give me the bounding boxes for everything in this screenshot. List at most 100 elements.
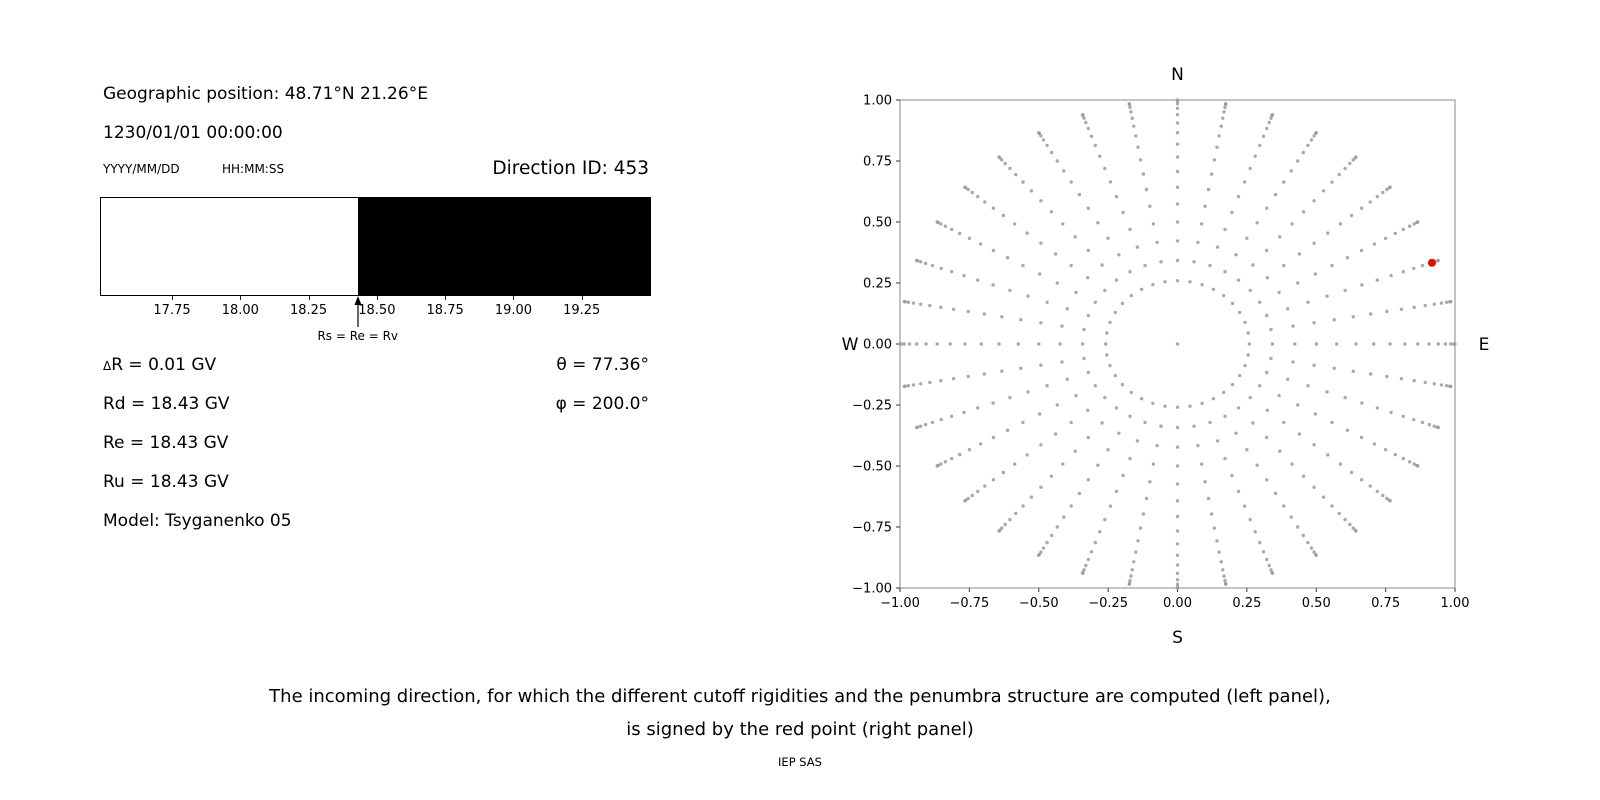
direction-dot [915, 425, 919, 430]
direction-dot [943, 224, 948, 228]
direction-dot [915, 258, 919, 263]
direction-dot [1003, 161, 1007, 166]
penumbra-chart: 17.75 18.00 18.25 18.50 18.75 19.00 19.25 Rs =… [100, 197, 651, 367]
direction-dot [1008, 288, 1012, 293]
direction-dot [1114, 406, 1119, 410]
penumbra-region-forbidden [357, 198, 650, 295]
y-tick-label: 1.00 [863, 94, 892, 109]
direction-dot [1277, 290, 1281, 295]
direction-dot [1372, 342, 1376, 346]
direction-dot [958, 452, 962, 457]
direction-dot [1432, 382, 1436, 386]
direction-dot [1139, 397, 1144, 401]
direction-dot [1312, 134, 1316, 138]
direction-dot [1108, 320, 1112, 325]
direction-dot [1135, 245, 1140, 249]
direction-dot [1443, 342, 1448, 346]
direction-dot [1253, 530, 1257, 534]
direction-dot [1069, 180, 1073, 184]
direction-dot [1037, 131, 1041, 135]
caption-line-2: is signed by the red point (right panel) [626, 719, 974, 740]
direction-dot [1416, 342, 1420, 346]
direction-dot [1219, 560, 1223, 564]
direction-dot [1242, 504, 1247, 508]
direction-dot [1108, 180, 1113, 184]
direction-dot [1270, 342, 1275, 346]
direction-dot [902, 384, 906, 389]
direction-dot [1444, 300, 1449, 304]
caption-line-1: The incoming direction, for which the di… [269, 686, 1331, 707]
direction-dot [1222, 110, 1226, 114]
direction-dot [1029, 189, 1034, 193]
direction-dot [1312, 550, 1316, 554]
phi-value: φ = 200.0° [555, 394, 649, 414]
direction-dot [1039, 363, 1043, 367]
direction-dot [1199, 222, 1204, 226]
direction-dot [1313, 412, 1317, 416]
direction-dot [1217, 134, 1221, 138]
direction-dot [1163, 404, 1167, 408]
direction-dot [1330, 180, 1334, 184]
direction-dot [1265, 557, 1269, 562]
direction-dot [1306, 300, 1310, 304]
direction-dot [1269, 116, 1273, 120]
direction-dot [1175, 586, 1180, 590]
x-tick-label: 19.00 [494, 303, 533, 318]
direction-dot [1175, 499, 1180, 503]
compass-label-e: E [1479, 335, 1490, 355]
direction-dot [1082, 356, 1086, 361]
direction-dot [982, 372, 986, 376]
direction-dot [1096, 463, 1100, 467]
direction-dot [1265, 206, 1269, 210]
direction-dot [1058, 342, 1062, 346]
direction-dot [1301, 210, 1306, 214]
direction-dot [1175, 185, 1180, 189]
direction-dot [966, 187, 970, 192]
direction-dot [1175, 155, 1180, 159]
direction-dot [1234, 431, 1238, 435]
theta-value: θ = 77.36° [556, 355, 649, 375]
x-tick-label: 0.75 [1371, 596, 1400, 611]
direction-dot [1175, 563, 1180, 567]
direction-dot [935, 464, 939, 468]
red-direction-point [1427, 258, 1436, 267]
direction-dot [1309, 138, 1314, 142]
direction-dot [1128, 270, 1132, 274]
direction-dot [1114, 489, 1119, 494]
direction-dot [1296, 525, 1300, 529]
direction-dot [1223, 578, 1227, 583]
direction-dot [1385, 309, 1389, 314]
direction-dot [1223, 456, 1227, 461]
direction-dot [1359, 478, 1364, 482]
direction-dot [1286, 377, 1290, 381]
direction-dot [1175, 113, 1180, 117]
direction-dot [991, 401, 995, 405]
direction-dot [1412, 379, 1416, 383]
direction-dot [1113, 310, 1117, 315]
direction-dot [1230, 301, 1235, 306]
y-tick-label: 0.25 [863, 277, 892, 292]
direction-dot [1049, 474, 1054, 478]
direction-dot [1055, 525, 1059, 529]
direction-dot [1215, 145, 1219, 149]
direction-dot [951, 377, 956, 381]
direction-dot [1401, 227, 1405, 232]
direction-dot [1086, 478, 1090, 482]
direction-dot [1269, 356, 1273, 361]
direction-dot [1258, 300, 1262, 304]
direction-dot [930, 420, 935, 425]
x-tick-label: −0.50 [1019, 596, 1059, 611]
direction-dot [939, 379, 943, 383]
direction-dot [1412, 266, 1416, 271]
direction-dot [1401, 414, 1405, 418]
direction-dot [1219, 124, 1223, 128]
direction-dot [1086, 126, 1090, 131]
direction-dot [1309, 546, 1314, 550]
credit-label: IEP SAS [778, 755, 822, 769]
direction-dot [997, 342, 1001, 346]
direction-dot [1014, 511, 1018, 516]
direction-dot [1121, 210, 1125, 215]
direction-dot [1420, 420, 1425, 425]
direction-dot [1326, 231, 1330, 235]
direction-dot [1105, 331, 1109, 335]
